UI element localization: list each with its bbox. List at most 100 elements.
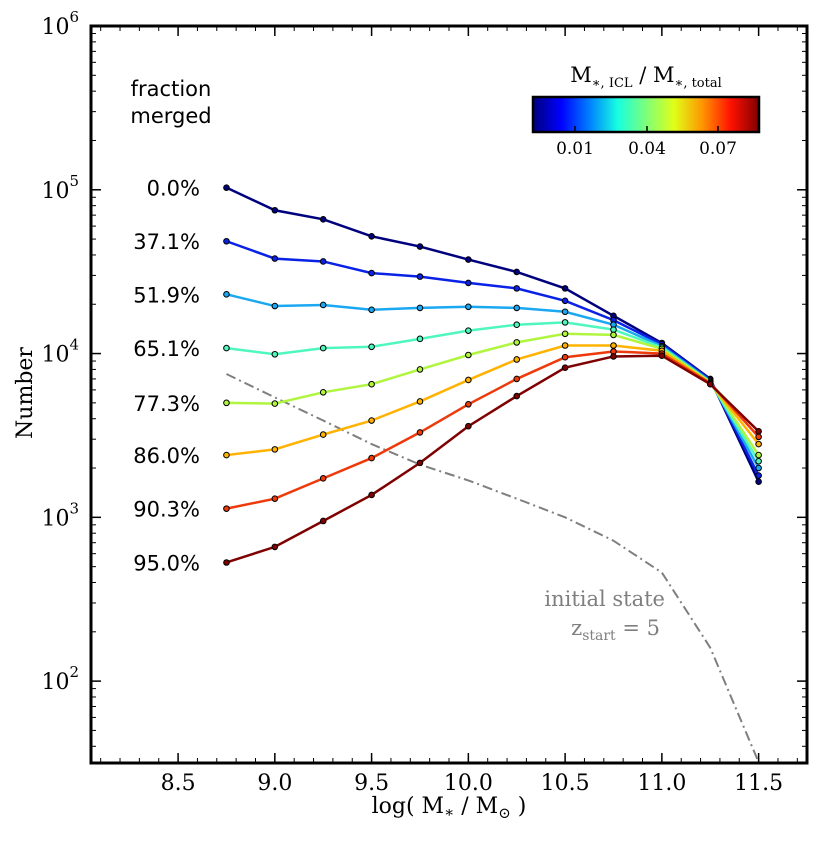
data-point bbox=[465, 376, 472, 384]
data-point bbox=[561, 319, 569, 326]
data-point bbox=[416, 335, 424, 343]
data-point bbox=[755, 440, 762, 448]
y-tick-label: 106 bbox=[41, 8, 79, 40]
data-point bbox=[561, 353, 569, 361]
data-point bbox=[513, 392, 521, 400]
data-point bbox=[465, 256, 472, 263]
series-line bbox=[226, 354, 760, 564]
x-tick-label: 8.5 bbox=[161, 771, 196, 796]
data-point bbox=[513, 356, 521, 363]
fraction-merged-label: 0.0% bbox=[147, 177, 200, 201]
data-point bbox=[416, 366, 424, 373]
data-point bbox=[706, 380, 714, 388]
data-point bbox=[561, 308, 569, 316]
data-point bbox=[319, 431, 327, 438]
data-point bbox=[755, 451, 762, 459]
x-tick-label: 9.0 bbox=[257, 771, 292, 796]
data-point bbox=[368, 269, 375, 277]
colorbar-gradient bbox=[531, 95, 761, 134]
data-point bbox=[223, 184, 230, 191]
data-point bbox=[755, 428, 762, 435]
series-line bbox=[226, 344, 760, 457]
series-line bbox=[226, 332, 760, 456]
data-point bbox=[610, 331, 617, 339]
data-point bbox=[319, 258, 327, 265]
data-point bbox=[755, 433, 762, 441]
fraction-merged-label: 86.0% bbox=[133, 444, 200, 468]
data-point bbox=[561, 342, 569, 349]
data-point bbox=[513, 339, 521, 346]
series-2 bbox=[223, 291, 762, 472]
x-tick-label: 10.0 bbox=[444, 771, 493, 796]
data-point bbox=[319, 475, 327, 482]
legend-header-line2: merged bbox=[130, 104, 211, 128]
initial-state-label: initial state bbox=[544, 587, 665, 611]
data-point bbox=[610, 353, 617, 360]
series-line bbox=[226, 240, 760, 477]
initial-state-z-label: zstart = 5 bbox=[571, 616, 660, 644]
data-point bbox=[368, 417, 375, 424]
data-point bbox=[368, 454, 375, 462]
y-tick-label: 102 bbox=[41, 663, 79, 695]
fraction-merged-label: 95.0% bbox=[133, 551, 200, 575]
data-point bbox=[223, 344, 230, 352]
data-point bbox=[368, 306, 375, 314]
data-point bbox=[271, 350, 279, 358]
y-tick-label: 105 bbox=[41, 172, 79, 204]
data-point bbox=[658, 352, 666, 360]
data-point bbox=[368, 343, 375, 351]
data-point bbox=[561, 364, 569, 371]
data-point bbox=[755, 457, 762, 465]
x-tick-label: 11.0 bbox=[637, 771, 686, 796]
x-tick-label: 10.5 bbox=[541, 771, 590, 796]
y-axis-label: Number bbox=[13, 347, 38, 439]
data-point bbox=[416, 398, 424, 405]
legend-header-line1: fraction bbox=[131, 77, 212, 101]
x-axis-label: log( M∗ / M⊙ ) bbox=[372, 794, 527, 822]
initial-state-line bbox=[226, 373, 760, 763]
fraction-merged-label: 90.3% bbox=[133, 498, 200, 522]
data-point bbox=[416, 304, 424, 312]
series-7 bbox=[223, 352, 762, 566]
data-point bbox=[465, 351, 472, 359]
fraction-merged-label: 37.1% bbox=[133, 230, 200, 254]
data-point bbox=[223, 505, 230, 512]
data-point bbox=[755, 472, 762, 479]
data-point bbox=[271, 400, 279, 407]
data-point bbox=[561, 297, 569, 305]
fraction-merged-label: 65.1% bbox=[133, 337, 200, 361]
data-point bbox=[319, 517, 327, 525]
series-line bbox=[226, 350, 760, 510]
data-point bbox=[319, 216, 327, 223]
series-6 bbox=[223, 348, 762, 512]
data-point bbox=[465, 279, 472, 287]
data-point bbox=[513, 285, 521, 292]
fraction-merged-label: 51.9% bbox=[133, 283, 200, 307]
data-point bbox=[271, 495, 279, 502]
data-point bbox=[223, 291, 230, 298]
data-point bbox=[319, 301, 327, 309]
colorbar-title: M∗, ICL / M∗, total bbox=[570, 63, 722, 91]
data-point bbox=[271, 543, 279, 551]
data-point bbox=[223, 237, 230, 245]
data-point bbox=[416, 429, 424, 436]
colorbar-tick-label: 0.04 bbox=[628, 139, 666, 159]
data-point bbox=[465, 422, 472, 430]
data-point bbox=[223, 399, 230, 407]
y-tick-label: 104 bbox=[41, 336, 79, 368]
data-point bbox=[416, 243, 424, 250]
data-point bbox=[513, 375, 521, 383]
data-point bbox=[755, 464, 762, 472]
colorbar-tick-label: 0.01 bbox=[556, 139, 594, 159]
data-point bbox=[465, 303, 472, 311]
series-5 bbox=[223, 342, 762, 459]
x-tick-label: 11.5 bbox=[734, 771, 783, 796]
data-point bbox=[271, 302, 279, 310]
data-point bbox=[755, 478, 762, 486]
data-point bbox=[561, 285, 569, 292]
colorbar-tick-label: 0.07 bbox=[699, 139, 737, 159]
data-point bbox=[368, 232, 375, 240]
data-point bbox=[610, 342, 617, 349]
data-point bbox=[513, 321, 521, 329]
